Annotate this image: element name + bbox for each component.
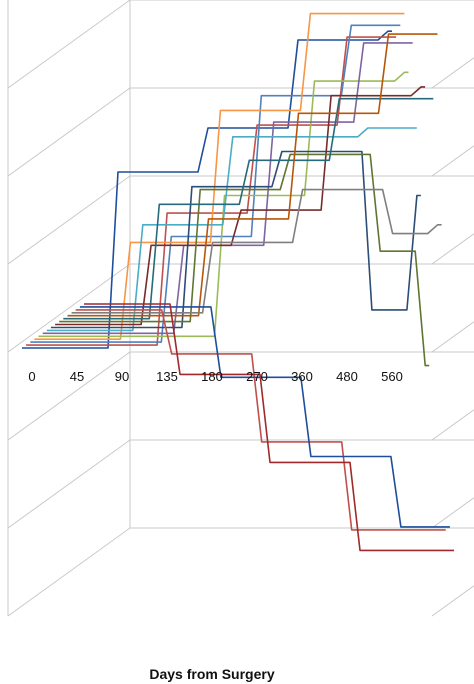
series-line-15: [79, 306, 450, 528]
series-line-12: [67, 33, 438, 317]
x-tick-label: 180: [201, 369, 223, 384]
gridline-level-2: [7, 351, 474, 441]
gridline-level-1: [7, 439, 474, 529]
grid-layer: [7, 0, 474, 617]
series-layer: [22, 12, 454, 552]
gridline-level-4: [7, 175, 474, 265]
x-axis-title: Days from Surgery: [149, 666, 274, 682]
x-tick-label: 45: [70, 369, 84, 384]
series-line-13: [71, 188, 442, 314]
x-tick-label: 0: [28, 369, 35, 384]
x-tick-label: 560: [381, 369, 403, 384]
x-tick-label: 90: [115, 369, 129, 384]
gridline-level-6: [7, 0, 474, 89]
series-line-11: [63, 97, 434, 320]
series-line-8: [50, 150, 421, 329]
x-tick-label: 480: [336, 369, 358, 384]
x-tick-label: 360: [291, 369, 313, 384]
gridline-level-5: [7, 87, 474, 177]
series-line-14: [75, 309, 446, 531]
x-tick-label: 135: [156, 369, 178, 384]
series-line-10: [59, 153, 430, 367]
series-line-4: [34, 12, 405, 341]
series-line-1: [22, 30, 392, 349]
series-line-7: [46, 127, 417, 332]
series-line-9: [55, 86, 426, 326]
gridline-level-0: [7, 527, 474, 617]
tick-layer: 0 45 90 135 180 270 360 480 560: [28, 369, 402, 384]
series-line-3: [30, 24, 401, 343]
series-line-2: [26, 36, 397, 346]
gridline-level-3: [7, 263, 474, 353]
series-line-16: [84, 303, 454, 552]
x-tick-label: 270: [246, 369, 268, 384]
